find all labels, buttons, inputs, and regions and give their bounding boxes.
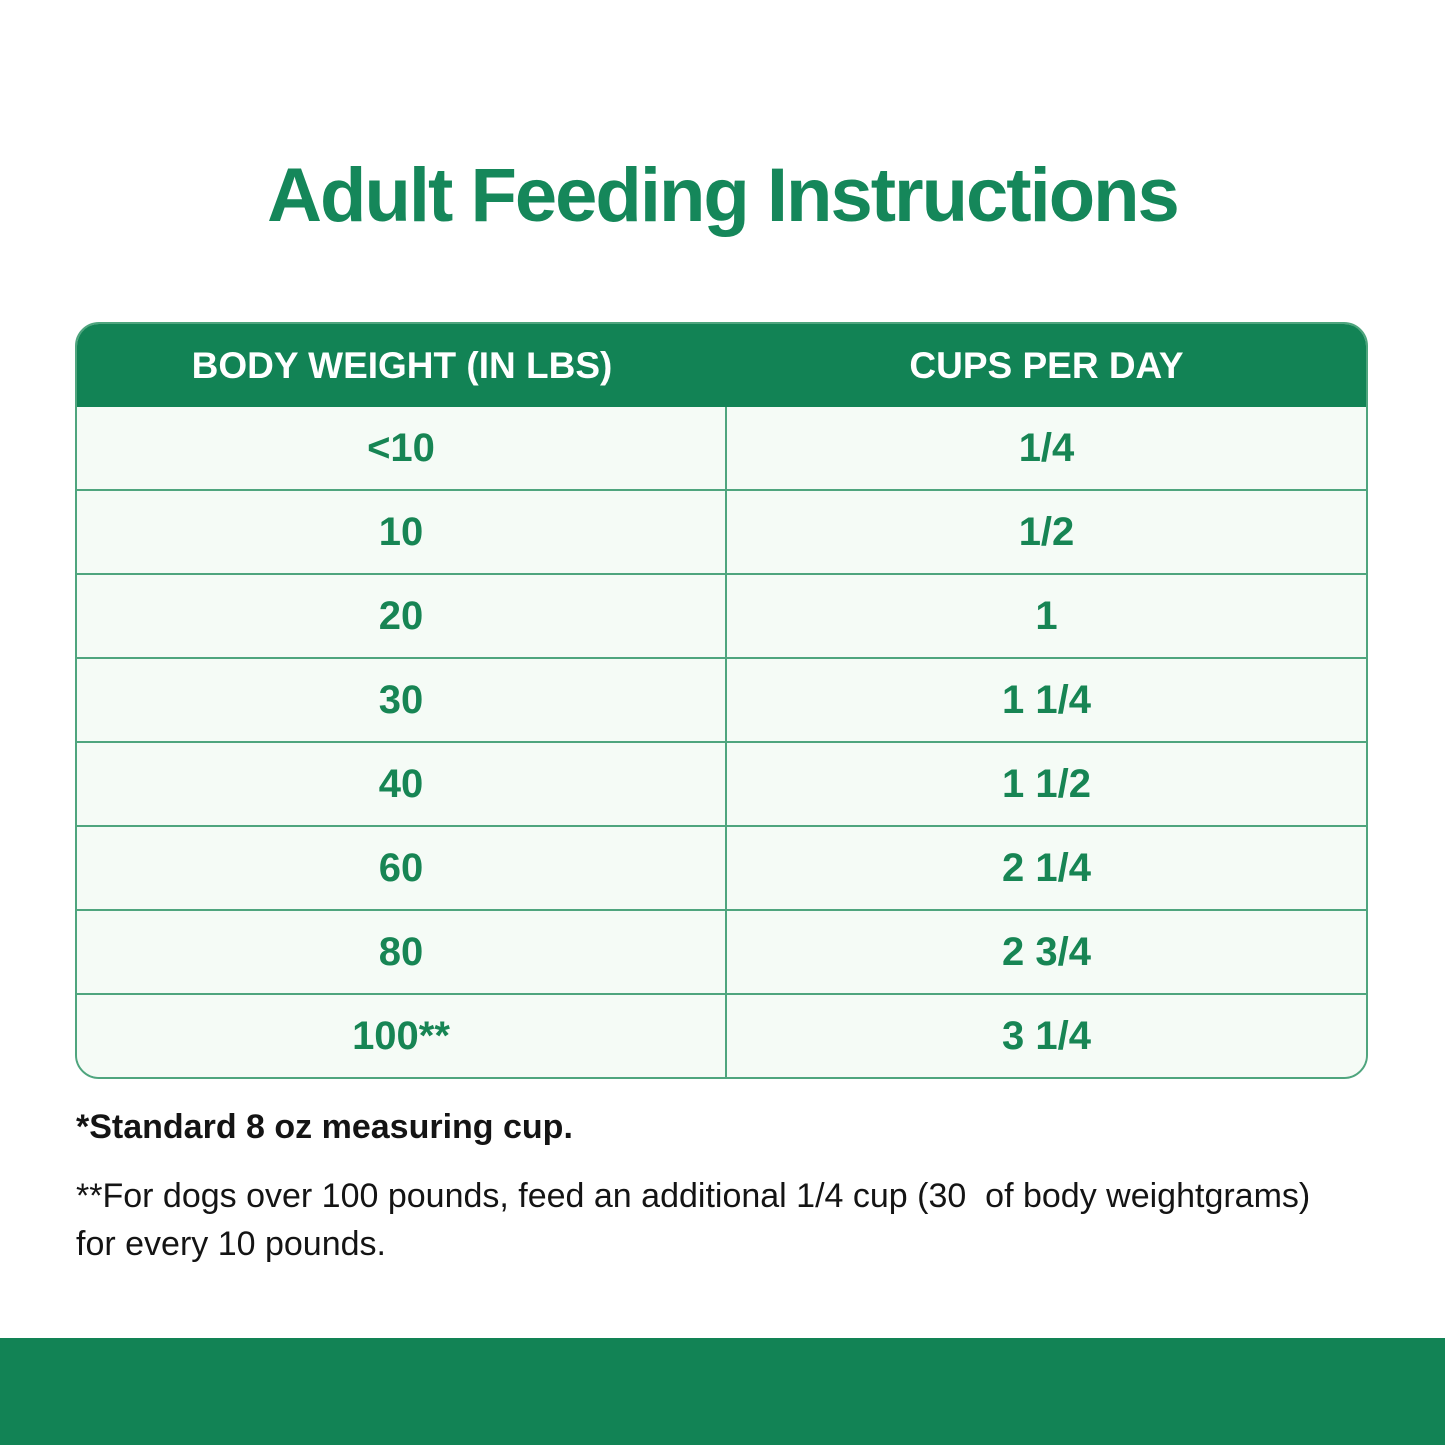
body-weight-cell: 40 <box>77 743 727 825</box>
body-weight-cell: 60 <box>77 827 727 909</box>
feeding-table: BODY WEIGHT (IN LBS) CUPS PER DAY <10 1/… <box>75 322 1368 1079</box>
cups-cell: 1/2 <box>1018 509 1075 554</box>
cups-cell: 1 1/2 <box>1002 761 1091 806</box>
cups-cell: 1 <box>1035 593 1058 638</box>
cups-cell: 1 1/4 <box>1002 677 1091 722</box>
body-weight-cell: 80 <box>77 911 727 993</box>
column-header-body-weight: BODY WEIGHT (IN LBS) <box>191 344 613 386</box>
body-weight-cell: 10 <box>77 491 727 573</box>
cups-cell: 3 1/4 <box>1002 1013 1091 1058</box>
table-header-row: BODY WEIGHT (IN LBS) CUPS PER DAY <box>77 324 1366 407</box>
body-weight-cell: <10 <box>77 407 727 489</box>
table-row: 80 2 3/4 <box>77 909 1366 993</box>
page-title: Adult Feeding Instructions <box>267 153 1180 238</box>
table-row: 30 1 1/4 <box>77 657 1366 741</box>
column-header-cups-per-day: CUPS PER DAY <box>909 344 1184 386</box>
table-row: 40 1 1/2 <box>77 741 1366 825</box>
footnote-measuring-cup: *Standard 8 oz measuring cup. <box>76 1108 573 1146</box>
footnote-over-100-pounds: **For dogs over 100 pounds, feed an addi… <box>76 1177 1311 1263</box>
bottom-green-bar <box>0 1338 1445 1445</box>
table-row: 20 1 <box>77 573 1366 657</box>
table-row: <10 1/4 <box>77 407 1366 489</box>
cups-cell: 2 3/4 <box>1002 929 1091 974</box>
body-weight-cell: 30 <box>77 659 727 741</box>
table-row: 100** 3 1/4 <box>77 993 1366 1077</box>
cups-cell: 2 1/4 <box>1002 845 1091 890</box>
body-weight-cell: 100** <box>77 995 727 1077</box>
body-weight-cell: 20 <box>77 575 727 657</box>
table-row: 10 1/2 <box>77 489 1366 573</box>
cups-cell: 1/4 <box>1018 425 1075 470</box>
table-row: 60 2 1/4 <box>77 825 1366 909</box>
